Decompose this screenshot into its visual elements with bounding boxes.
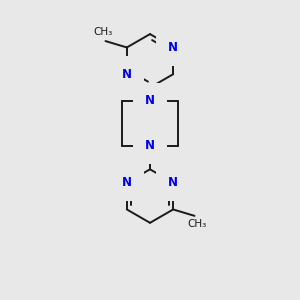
Text: CH₃: CH₃ xyxy=(187,219,206,230)
Text: N: N xyxy=(122,176,132,189)
Text: N: N xyxy=(168,41,178,54)
Text: N: N xyxy=(168,176,178,189)
Text: N: N xyxy=(145,94,155,107)
Text: CH₃: CH₃ xyxy=(94,28,113,38)
Text: N: N xyxy=(122,68,132,81)
Text: N: N xyxy=(145,139,155,152)
